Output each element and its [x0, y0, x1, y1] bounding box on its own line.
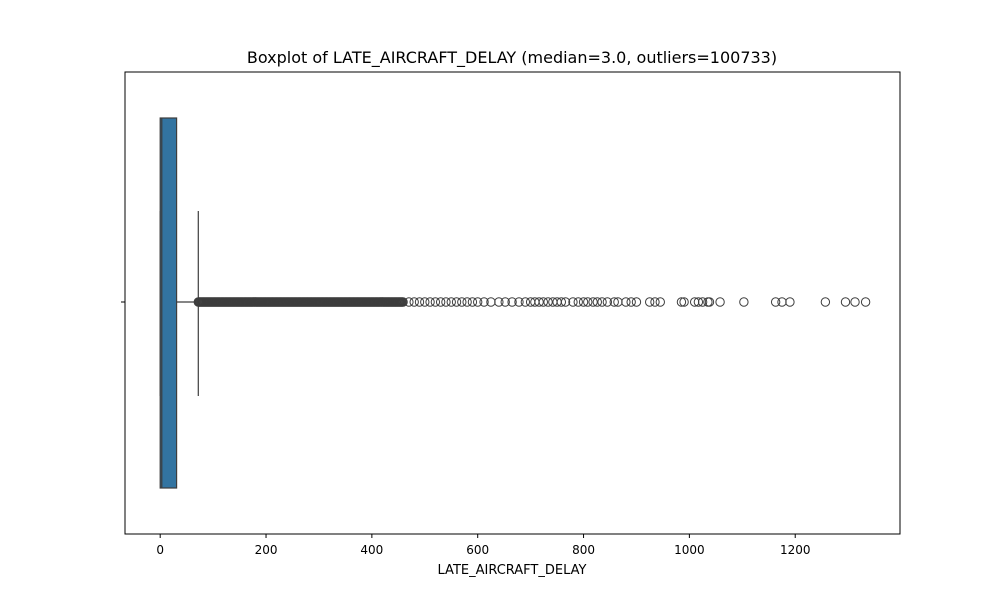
iqr-box — [159, 117, 178, 489]
outlier-point — [626, 297, 636, 307]
outlier-point — [739, 297, 749, 307]
outlier-point — [538, 297, 549, 307]
chart-title: Boxplot of LATE_AIRCRAFT_DELAY (median=3… — [247, 48, 777, 68]
plot-content — [159, 117, 871, 489]
outlier-point — [514, 297, 524, 307]
outlier-point — [457, 297, 467, 307]
outlier-point — [592, 297, 603, 307]
outlier-point — [409, 297, 419, 307]
outlier-point — [597, 297, 607, 307]
outlier-point — [398, 297, 408, 307]
outlier-point — [568, 297, 578, 307]
x-tick-label: 600 — [466, 543, 489, 557]
outlier-point — [578, 297, 589, 307]
outlier-point — [494, 297, 504, 307]
outlier-point — [583, 297, 593, 307]
outlier-point — [602, 297, 613, 307]
outlier-point — [534, 297, 544, 307]
outlier-point — [507, 297, 517, 307]
outlier-point — [785, 297, 795, 307]
outlier-point — [679, 297, 689, 307]
outlier-point — [704, 297, 715, 307]
x-axis-ticks: 0 200 400 600 800 1000 1200 — [156, 534, 810, 557]
outlier-point — [430, 297, 441, 307]
outlier-point — [715, 297, 725, 307]
plot-frame — [124, 71, 901, 535]
outlier-point — [500, 297, 510, 307]
outlier-point — [621, 297, 631, 307]
outlier-point — [850, 297, 860, 307]
outlier-point — [693, 297, 704, 307]
outlier-point — [556, 297, 567, 307]
outlier-point — [451, 297, 462, 307]
outlier-point — [479, 297, 489, 307]
outlier-point — [560, 297, 571, 307]
x-tick-label: 800 — [572, 543, 595, 557]
outlier-point — [441, 297, 451, 307]
x-tick-label: 0 — [156, 543, 164, 557]
x-tick-label: 1200 — [780, 543, 811, 557]
x-axis-label: LATE_AIRCRAFT_DELAY — [438, 563, 587, 578]
outlier-point — [860, 297, 871, 307]
outlier-point — [650, 297, 660, 307]
outlier-point — [573, 297, 583, 307]
outlier-point — [820, 297, 831, 307]
outlier-point — [404, 297, 414, 307]
outlier-point — [770, 297, 781, 307]
outlier-point — [435, 297, 446, 307]
outlier-point — [697, 297, 708, 307]
outlier-point — [543, 297, 553, 307]
outlier-point — [473, 297, 483, 307]
outlier-point — [446, 297, 456, 307]
outlier-point — [588, 297, 598, 307]
outlier-point — [467, 297, 478, 307]
outlier-point — [644, 297, 655, 307]
outlier-point — [462, 297, 472, 307]
outlier-point — [425, 297, 435, 307]
outlier-point — [414, 297, 425, 307]
outlier-point — [609, 297, 619, 307]
outlier-point — [655, 297, 665, 307]
outlier-point — [676, 297, 687, 307]
outlier-point — [631, 297, 642, 307]
outlier-point — [420, 297, 430, 307]
x-tick-label: 1000 — [674, 543, 705, 557]
outlier-point — [520, 297, 531, 307]
x-tick-label: 400 — [360, 543, 383, 557]
outlier-point — [840, 297, 851, 307]
outlier-point — [777, 297, 787, 307]
x-tick-label: 200 — [255, 543, 278, 557]
